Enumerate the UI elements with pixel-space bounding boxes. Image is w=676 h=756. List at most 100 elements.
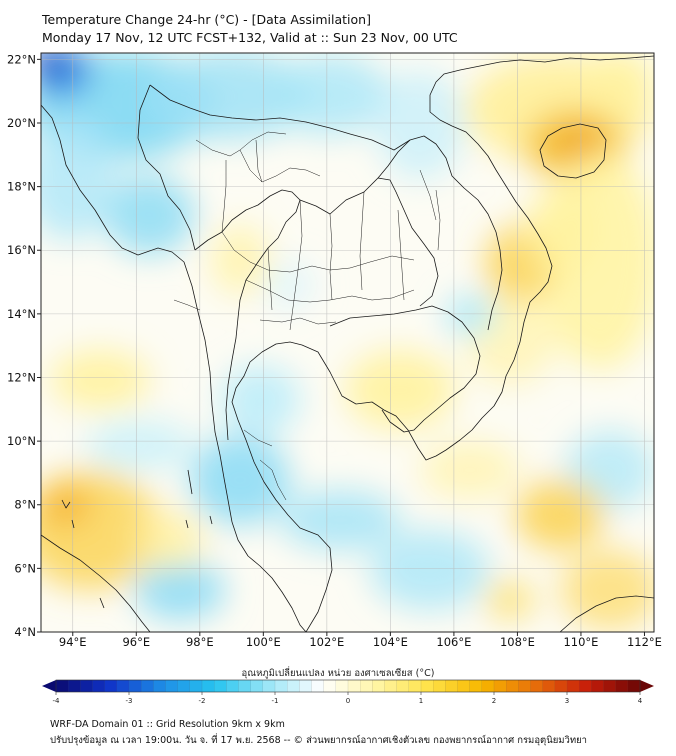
colorbar-segment — [542, 680, 556, 692]
colorbar-segment — [457, 680, 471, 692]
border-cambodia — [329, 305, 481, 433]
colorbar-segment — [554, 680, 568, 692]
lon-label: 104°E — [373, 635, 408, 649]
colorbar-segment — [68, 680, 81, 692]
longitude-labels: 94°E 96°E 98°E 100°E 102°E 104°E 106°E 108°E 110… — [59, 632, 662, 649]
colorbar-segment — [445, 680, 458, 692]
footer-credit: ปรับปรุงข้อมูล ณ เวลา 19:00น. วัน จ. ที่… — [50, 735, 588, 746]
lon-label: 108°E — [500, 635, 535, 649]
colorbar-segment — [177, 680, 191, 692]
lon-label: 106°E — [436, 635, 471, 649]
border-laos-thai — [299, 177, 439, 307]
colorbar-segment — [56, 680, 69, 692]
colorbar-segment — [421, 680, 434, 692]
colorbar-segment — [153, 680, 166, 692]
colorbar-segment — [189, 680, 203, 692]
colorbar-segment — [396, 680, 410, 692]
colorbar-segment — [360, 680, 373, 692]
lon-label: 94°E — [59, 635, 87, 649]
coastline-myanmar-west — [41, 104, 233, 523]
latitude-labels: 22°N 20°N 18°N 16°N 14°N 12°N 10°N 8°N 6°N 4°N — [7, 52, 41, 639]
colorbar-segment — [104, 680, 118, 692]
colorbar-segment — [433, 680, 446, 692]
thai-provinces — [173, 131, 441, 501]
colorbar-tick-label: 1 — [419, 697, 423, 705]
lat-label: 22°N — [7, 52, 36, 66]
plot-frame — [40, 52, 655, 633]
colorbar-segment — [506, 680, 519, 692]
colorbar-segment — [226, 680, 239, 692]
colorbar-segment — [469, 680, 483, 692]
colorbar-segment — [494, 680, 507, 692]
coastline-malay-east — [231, 55, 654, 632]
colorbar-tick-label: -3 — [126, 697, 133, 705]
lat-label: 20°N — [7, 116, 36, 130]
border-china-north — [149, 84, 411, 151]
colorbar-segment — [92, 680, 106, 692]
colorbar-segment — [335, 680, 349, 692]
lat-label: 16°N — [7, 243, 36, 257]
colorbar-segment — [80, 680, 93, 692]
lat-label: 8°N — [14, 498, 36, 512]
colorbar-segment — [165, 680, 179, 692]
colorbar-segment — [567, 680, 580, 692]
colorbar-segment — [615, 680, 629, 692]
colorbar-ticks: -4 -3 -2 -1 0 1 2 3 4 — [53, 692, 643, 705]
country-boundaries — [41, 55, 654, 632]
colorbar-title: อุณหภูมิเปลี่ยนแปลง หน่วย องศาเซลเซียส (… — [241, 668, 435, 679]
map-title: Temperature Change 24-hr (°C) - [Data As… — [42, 12, 371, 27]
graticule — [41, 53, 654, 632]
colorbar-extend-max — [640, 680, 654, 692]
colorbar-segment — [348, 680, 361, 692]
colorbar-segment — [481, 680, 495, 692]
lat-label: 6°N — [14, 561, 36, 575]
lon-label: 96°E — [122, 635, 150, 649]
lat-label: 4°N — [14, 625, 36, 639]
colorbar-segment — [311, 680, 325, 692]
colorbar: -4 -3 -2 -1 0 1 2 3 4 — [42, 679, 654, 705]
lon-label: 110°E — [563, 635, 598, 649]
lon-label: 102°E — [309, 635, 344, 649]
colorbar-segment — [591, 680, 604, 692]
coastline-borneo — [559, 595, 654, 632]
plot-area — [41, 53, 654, 632]
colorbar-segment — [262, 680, 276, 692]
lat-label: 18°N — [7, 180, 36, 194]
colorbar-segment — [627, 680, 641, 692]
colorbar-segment — [408, 680, 422, 692]
lon-label: 98°E — [186, 635, 214, 649]
colorbar-tick-label: -4 — [53, 697, 61, 705]
colorbar-segment — [214, 680, 227, 692]
colorbar-segment — [530, 680, 544, 692]
lat-label: 14°N — [7, 307, 36, 321]
colorbar-segment — [603, 680, 617, 692]
colorbar-segment — [141, 680, 154, 692]
islands-andaman — [61, 469, 213, 609]
colorbar-tick-label: 4 — [638, 697, 643, 705]
coastline-thai-west — [231, 521, 307, 632]
lat-label: 10°N — [7, 434, 36, 448]
colorbar-segment — [287, 680, 300, 692]
colorbar-segment — [275, 680, 288, 692]
footer-model-info: WRF-DA Domain 01 :: Grid Resolution 9km … — [50, 719, 285, 730]
colorbar-tick-label: -1 — [272, 697, 279, 705]
colorbar-segment — [372, 680, 385, 692]
colorbar-segment — [202, 680, 215, 692]
colorbar-segment — [518, 680, 531, 692]
colorbar-tick-label: -2 — [199, 697, 206, 705]
colorbar-segments — [56, 680, 641, 692]
border-myanmar-thai — [194, 189, 301, 441]
colorbar-segment — [384, 680, 398, 692]
colorbar-tick-label: 3 — [565, 697, 569, 705]
colorbar-segment — [299, 680, 312, 692]
colorbar-tick-label: 2 — [492, 697, 496, 705]
colorbar-segment — [323, 680, 337, 692]
hainan-island — [539, 123, 607, 179]
coastline-sumatra — [41, 534, 151, 632]
colorbar-segment — [579, 680, 592, 692]
map-subtitle: Monday 17 Nov, 12 UTC FCST+132, Valid at… — [42, 30, 458, 45]
colorbar-segment — [129, 680, 142, 692]
border-myanmar-china — [137, 84, 196, 251]
colorbar-segment — [238, 680, 252, 692]
